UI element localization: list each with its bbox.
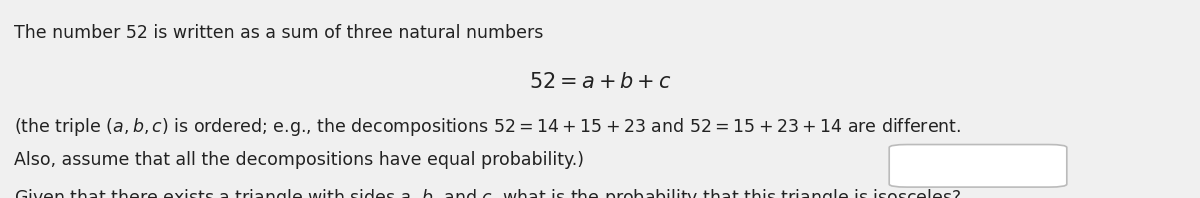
FancyBboxPatch shape: [889, 145, 1067, 187]
Text: (the triple $(a, b, c)$ is ordered; e.g., the decompositions $52 = 14 + 15 + 23$: (the triple $(a, b, c)$ is ordered; e.g.…: [14, 116, 961, 138]
Text: $52 = a + b + c$: $52 = a + b + c$: [529, 72, 671, 92]
Text: Also, assume that all the decompositions have equal probability.): Also, assume that all the decompositions…: [14, 151, 584, 169]
Text: The number 52 is written as a sum of three natural numbers: The number 52 is written as a sum of thr…: [14, 24, 544, 42]
Text: Given that there exists a triangle with sides $a$, $b$, and $c$, what is the pro: Given that there exists a triangle with …: [14, 187, 961, 198]
